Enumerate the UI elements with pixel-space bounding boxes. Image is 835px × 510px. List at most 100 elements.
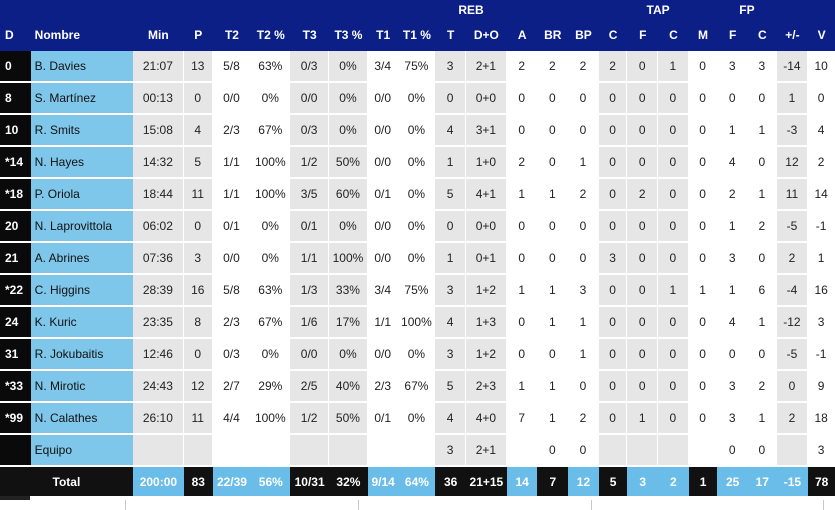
col-t2-pct-cell: 67% bbox=[251, 307, 291, 339]
table-row[interactable]: *22 C. Higgins 28:39 16 5/8 63% 1/3 33% 3/4 75% 3 1… bbox=[0, 275, 835, 307]
col-reb-total-header[interactable]: T bbox=[435, 19, 466, 51]
col-reb-total-cell: 3 bbox=[435, 275, 466, 307]
col-t1-pct-cell: 0% bbox=[398, 115, 436, 147]
table-row[interactable]: Equipo 3 2+1 0 0 0 0 3 bbox=[0, 435, 835, 467]
col-t3-pct-cell bbox=[329, 435, 368, 467]
table-row[interactable]: 8 S. Martínez 00:13 0 0/0 0% 0/0 0% 0/0 0% 0 0+0 0 0 0… bbox=[0, 83, 835, 115]
player-name-link[interactable]: R. Smits bbox=[30, 115, 133, 147]
col-tap-favor-cell bbox=[627, 435, 659, 467]
player-name-link[interactable]: N. Mirotic bbox=[30, 371, 133, 403]
col-contras-header[interactable]: C bbox=[598, 19, 628, 51]
table-row[interactable]: 21 A. Abrines 07:36 3 0/0 0% 1/1 100% 0/0 0% 1 0+1 0… bbox=[0, 243, 835, 275]
col-tap-contra-cell: 1 bbox=[658, 51, 689, 83]
col-t1-pct-cell: 75% bbox=[398, 275, 436, 307]
table-row[interactable]: *99 N. Calathes 26:10 11 4/4 100% 1/2 50% 0/1 0% 4… bbox=[0, 403, 835, 435]
col-valoracion-cell: 14 bbox=[808, 179, 835, 211]
col-faltas-recibidas-cell: 0 bbox=[748, 435, 777, 467]
col-valoracion-cell: 3 bbox=[808, 307, 835, 339]
col-puntos-cell: 3 bbox=[183, 243, 213, 275]
col-tap-favor-header[interactable]: F bbox=[627, 19, 659, 51]
col-t3-pct-cell: 0% bbox=[329, 83, 368, 115]
col-tap-contra-cell: 1 bbox=[658, 275, 689, 307]
player-name-link[interactable]: N. Hayes bbox=[30, 147, 133, 179]
col-t3-pct-total: 32% bbox=[329, 467, 368, 497]
col-valoracion-header[interactable]: V bbox=[808, 19, 835, 51]
col-t3-pct-cell: 17% bbox=[329, 307, 368, 339]
col-t2-cell: 5/8 bbox=[212, 51, 252, 83]
col-mates-cell: 0 bbox=[688, 211, 718, 243]
player-name-link[interactable]: R. Jokubaitis bbox=[30, 339, 133, 371]
header-group-row: REB TAP FP bbox=[0, 0, 835, 19]
table-row[interactable]: 24 K. Kuric 23:35 8 2/3 67% 1/6 17% 1/1 100% 4 1+3 0… bbox=[0, 307, 835, 339]
player-number: 20 bbox=[0, 211, 31, 243]
col-min-cell: 23:35 bbox=[132, 307, 184, 339]
player-name-link[interactable]: B. Davies bbox=[30, 51, 133, 83]
col-t3-cell: 1/2 bbox=[290, 403, 330, 435]
col-recuperaciones-header[interactable]: BR bbox=[537, 19, 569, 51]
col-asistencias-header[interactable]: A bbox=[506, 19, 538, 51]
player-name-link[interactable]: N. Laprovittola bbox=[30, 211, 133, 243]
col-faltas-recibidas-cell: 0 bbox=[748, 147, 777, 179]
player-name-link[interactable]: N. Calathes bbox=[30, 403, 133, 435]
col-valoracion-cell: 2 bbox=[808, 147, 835, 179]
col-perdidas-cell: 2 bbox=[568, 403, 599, 435]
totals-label: Total bbox=[0, 467, 133, 497]
col-mates-header[interactable]: M bbox=[688, 19, 718, 51]
col-t2-pct-header[interactable]: T2 % bbox=[251, 19, 291, 51]
col-puntos-cell: 0 bbox=[183, 211, 213, 243]
col-t2-header[interactable]: T2 bbox=[212, 19, 252, 51]
col-contras-cell: 0 bbox=[598, 403, 628, 435]
player-name-link[interactable]: K. Kuric bbox=[30, 307, 133, 339]
player-name-link[interactable]: S. Martínez bbox=[30, 83, 133, 115]
col-faltas-cometidas-header[interactable]: F bbox=[717, 19, 748, 51]
col-t1-cell: 2/3 bbox=[367, 371, 399, 403]
player-name-link[interactable]: P. Oriola bbox=[30, 179, 133, 211]
table-row[interactable]: *33 N. Mirotic 24:43 12 2/7 29% 2/5 40% 2/3 67% 5 2… bbox=[0, 371, 835, 403]
col-plus-minus-cell: -5 bbox=[776, 211, 809, 243]
col-faltas-recibidas-header[interactable]: C bbox=[748, 19, 777, 51]
col-faltas-recibidas-cell: 1 bbox=[748, 179, 777, 211]
col-faltas-recibidas-cell: 0 bbox=[748, 83, 777, 115]
col-mates-cell bbox=[688, 435, 718, 467]
col-tap-contra-header[interactable]: C bbox=[658, 19, 689, 51]
col-mates-cell: 0 bbox=[688, 403, 718, 435]
col-perdidas-header[interactable]: BP bbox=[568, 19, 599, 51]
header-row: D Nombre Min P T2 T2 % T3 T3 % T1 T1 % T D+O A BR BP C F… bbox=[0, 19, 835, 51]
col-t3-pct-cell: 0% bbox=[329, 211, 368, 243]
col-min-cell: 00:13 bbox=[132, 83, 184, 115]
col-valoracion-cell: 3 bbox=[808, 435, 835, 467]
table-row[interactable]: *18 P. Oriola 18:44 11 1/1 100% 3/5 60% 0/1 0% 5 4+… bbox=[0, 179, 835, 211]
col-t1-header[interactable]: T1 bbox=[367, 19, 399, 51]
col-min-header[interactable]: Min bbox=[132, 19, 184, 51]
col-nombre-header[interactable]: Nombre bbox=[30, 19, 133, 51]
col-dorsal-header[interactable]: D bbox=[0, 19, 31, 51]
col-mates-cell: 0 bbox=[688, 339, 718, 371]
player-name-link[interactable]: A. Abrines bbox=[30, 243, 133, 275]
col-tap-favor-cell: 0 bbox=[627, 243, 659, 275]
player-number: 10 bbox=[0, 115, 31, 147]
player-name-link[interactable]: C. Higgins bbox=[30, 275, 133, 307]
col-mates-cell: 0 bbox=[688, 371, 718, 403]
col-reb-def-off-cell: 1+0 bbox=[465, 147, 507, 179]
col-t3-cell: 0/0 bbox=[290, 339, 330, 371]
col-t3-header[interactable]: T3 bbox=[290, 19, 330, 51]
table-row[interactable]: 0 B. Davies 21:07 13 5/8 63% 0/3 0% 3/4 75% 3 2+1 2 2… bbox=[0, 51, 835, 83]
col-plus-minus-header[interactable]: +/- bbox=[776, 19, 809, 51]
col-t3-cell: 2/5 bbox=[290, 371, 330, 403]
col-reb-def-off-header[interactable]: D+O bbox=[465, 19, 507, 51]
col-recuperaciones-cell: 0 bbox=[537, 115, 569, 147]
col-reb-total-cell: 0 bbox=[435, 83, 466, 115]
col-puntos-header[interactable]: P bbox=[183, 19, 213, 51]
player-name-link[interactable]: Equipo bbox=[30, 435, 133, 467]
col-t1-pct-header[interactable]: T1 % bbox=[398, 19, 436, 51]
table-row[interactable]: 20 N. Laprovittola 06:02 0 0/1 0% 0/1 0% 0/0 0% 0 0… bbox=[0, 211, 835, 243]
player-number: 31 bbox=[0, 339, 31, 371]
col-t2-pct-cell: 100% bbox=[251, 147, 291, 179]
table-row[interactable]: *14 N. Hayes 14:32 5 1/1 100% 1/2 50% 0/0 0% 1 1+0 2… bbox=[0, 147, 835, 179]
col-min-cell: 12:46 bbox=[132, 339, 184, 371]
divider bbox=[591, 500, 592, 510]
col-t3-pct-header[interactable]: T3 % bbox=[329, 19, 368, 51]
table-row[interactable]: 31 R. Jokubaitis 12:46 0 0/3 0% 0/0 0% 0/0 0% 3 1+2… bbox=[0, 339, 835, 371]
table-row[interactable]: 10 R. Smits 15:08 4 2/3 67% 0/3 0% 0/0 0% 4 3+1 0 0 0 0… bbox=[0, 115, 835, 147]
totals-row: Total 200:00 83 22/39 56% 10/31 32% 9/14 64% 36 21… bbox=[0, 467, 835, 497]
